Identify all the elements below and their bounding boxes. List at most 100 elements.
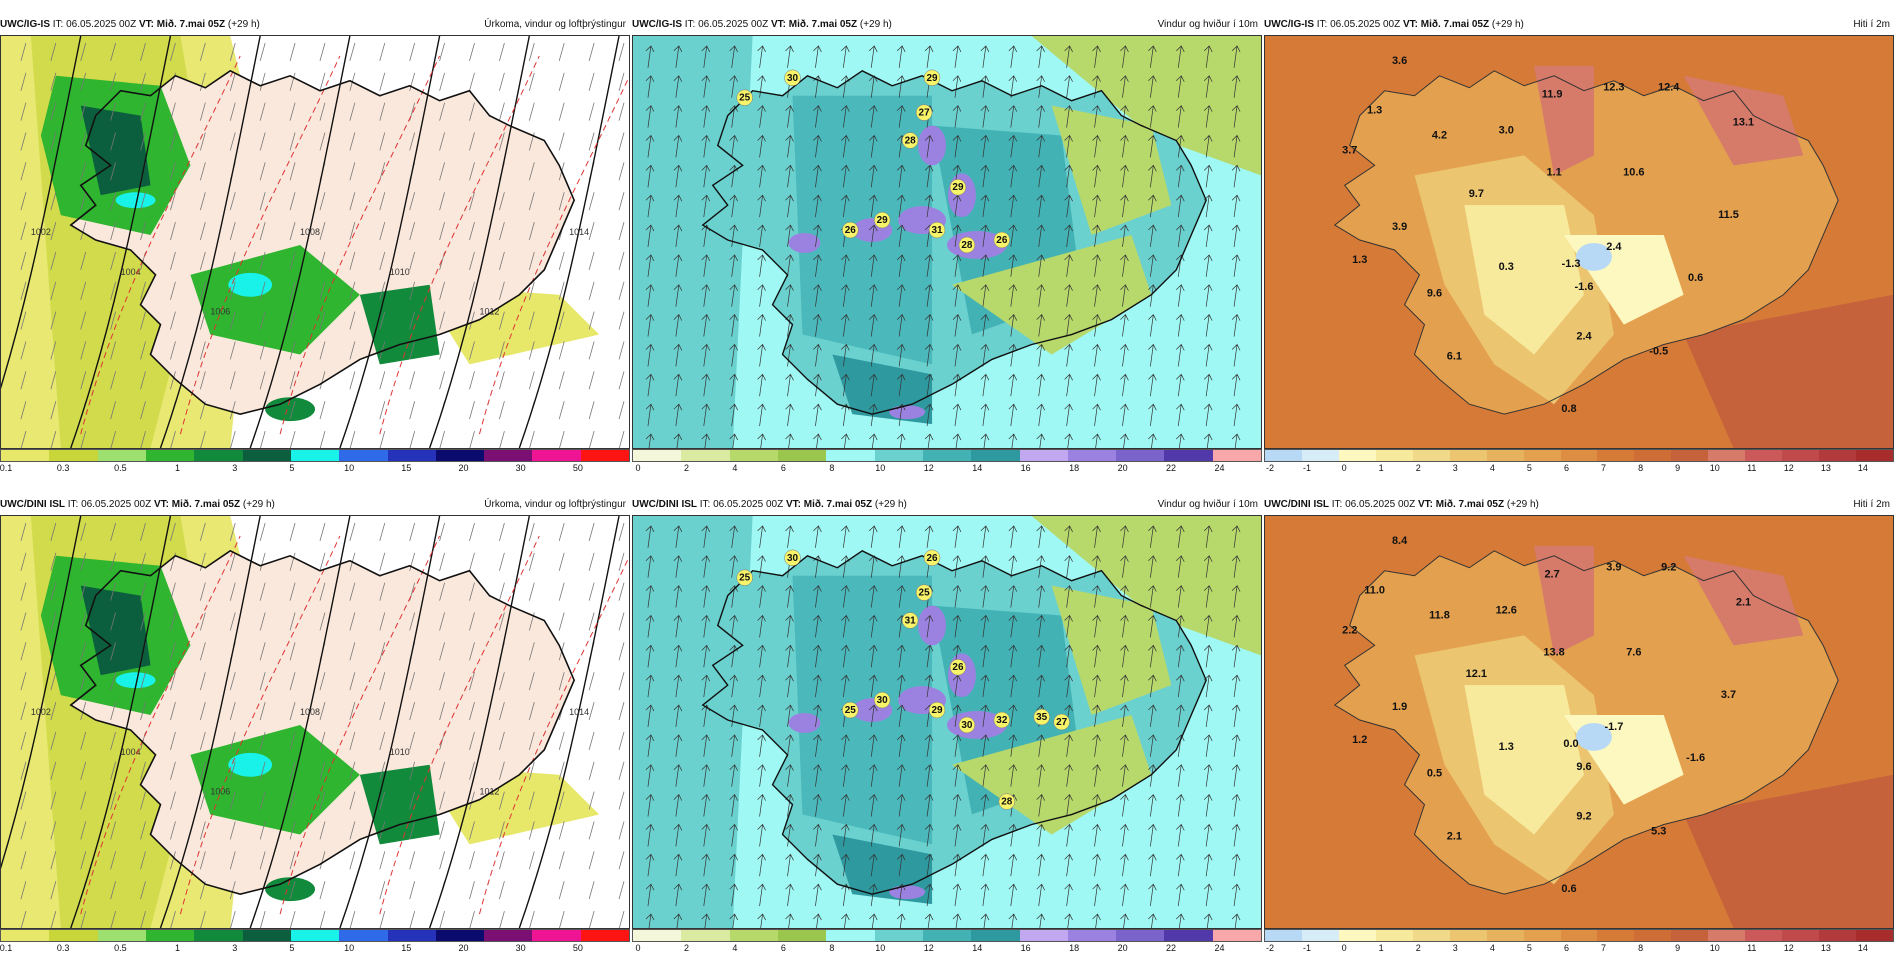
wind-arrow: [757, 373, 766, 397]
wind-arrow: [1036, 525, 1046, 548]
wind-arrow: [1120, 373, 1129, 397]
temp-value: -1.6: [1686, 752, 1705, 764]
wind-arrow: [952, 373, 962, 397]
wind-arrow: [729, 614, 738, 638]
wind-arrow: [924, 614, 934, 638]
wind-barb: [259, 72, 266, 91]
wind-arrow: [1008, 343, 1018, 367]
wind-barb: [199, 341, 206, 360]
legend-swatch: [339, 930, 388, 941]
wind-arrow: [869, 913, 878, 928]
wind-barb: [409, 221, 416, 241]
wind-barb: [439, 910, 445, 928]
precip-max: [115, 672, 156, 689]
wind-arrow: [1231, 254, 1241, 277]
isobar-label: 1008: [300, 227, 320, 237]
wind-arrow: [980, 164, 990, 188]
wind-barb: [229, 371, 236, 390]
legend-swatch: [681, 930, 730, 941]
wind-arrow: [645, 585, 655, 608]
wind-barb: [469, 102, 475, 121]
wind-barb: [170, 281, 176, 300]
legend-swatch: [1164, 930, 1213, 941]
wind-arrow: [645, 853, 655, 877]
gust-value: 28: [1001, 797, 1013, 808]
wind-barb: [229, 582, 236, 601]
wind-arrow: [785, 224, 794, 248]
wind-barb: [199, 132, 206, 151]
wind-barb: [469, 672, 475, 691]
legend-swatch: [922, 930, 972, 941]
isobar: [1, 36, 82, 390]
wind-barb: [20, 851, 27, 870]
legend-swatch: [580, 450, 630, 461]
temp-band: [1464, 205, 1584, 355]
wind-barb: [140, 791, 146, 810]
wind-arrow: [1176, 75, 1185, 98]
it-prefix: IT:: [1316, 19, 1328, 30]
wind-arrow: [980, 314, 990, 337]
wind-arrow: [1203, 284, 1213, 307]
wind-barb: [170, 821, 176, 840]
wind-barb: [349, 192, 356, 211]
legend-tick-label: 12: [923, 463, 934, 473]
legend-swatch: [339, 450, 388, 461]
wind-arrow: [1092, 254, 1101, 277]
wind-barb: [259, 672, 266, 691]
legend-swatch: [387, 930, 436, 941]
wind-arrow: [1064, 555, 1073, 578]
wind-barb: [170, 162, 176, 181]
wind-barb: [588, 221, 595, 241]
wind-arrow: [841, 194, 850, 218]
wind-arrow: [1008, 134, 1018, 158]
wind-barb: [80, 821, 87, 840]
wind-arrow: [757, 913, 766, 928]
precip-max: [265, 877, 315, 902]
wind-barb: [229, 701, 236, 721]
gust-core: [889, 885, 926, 900]
wind-arrow: [1148, 373, 1157, 397]
wind-barb: [50, 281, 57, 300]
wind-barb: [618, 371, 625, 390]
wind-arrow: [645, 75, 655, 98]
wind-barb: [199, 311, 206, 330]
wind-barb: [50, 552, 57, 571]
wind-barb: [110, 102, 117, 121]
wind-barb: [170, 761, 176, 780]
wind-arrow: [813, 614, 822, 638]
wind-arrow: [1148, 585, 1157, 608]
wind-arrow: [1092, 555, 1101, 578]
wind-barb: [319, 192, 326, 211]
wind-arrow: [1092, 614, 1101, 638]
wind-barb: [469, 821, 475, 840]
isobar-label: 1006: [210, 307, 230, 317]
wind-barb: [289, 430, 296, 448]
isobar: [428, 516, 531, 928]
wind-arrow: [1176, 314, 1185, 337]
init-time: 06.05.2025 00Z: [713, 499, 784, 510]
wind-barb: [588, 582, 595, 601]
wind-arrow: [1064, 314, 1073, 337]
temp-value: -1.6: [1575, 281, 1594, 293]
wind-arrow: [673, 883, 683, 907]
legend-tick-label: 6: [1563, 943, 1569, 953]
wind-barb: [110, 371, 117, 390]
wind-barb: [349, 791, 356, 810]
wind-arrow: [1064, 853, 1073, 877]
wind-arrow: [1036, 734, 1046, 757]
wind-arrow: [1176, 224, 1185, 248]
wind-barb: [20, 42, 27, 61]
wind-arrow: [785, 794, 794, 817]
legend-tick-label: 8: [829, 463, 835, 473]
wind-barb: [558, 672, 565, 691]
wind-barb: [259, 552, 266, 571]
wind-barb: [50, 401, 57, 420]
wind-arrow: [1120, 794, 1129, 817]
wind-arrow: [1120, 734, 1129, 757]
wind-barb: [409, 42, 416, 61]
legend-swatch: [194, 930, 243, 941]
wind-barb: [170, 341, 176, 360]
wind-barb: [469, 430, 475, 448]
wind-barb: [379, 221, 386, 241]
wind-arrow: [673, 224, 683, 248]
